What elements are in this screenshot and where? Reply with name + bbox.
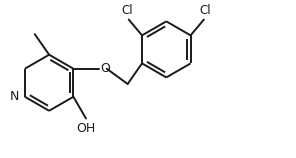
Text: O: O: [101, 62, 110, 75]
Text: OH: OH: [76, 122, 96, 135]
Text: Cl: Cl: [121, 4, 133, 17]
Text: Cl: Cl: [200, 4, 211, 17]
Text: N: N: [10, 90, 20, 103]
